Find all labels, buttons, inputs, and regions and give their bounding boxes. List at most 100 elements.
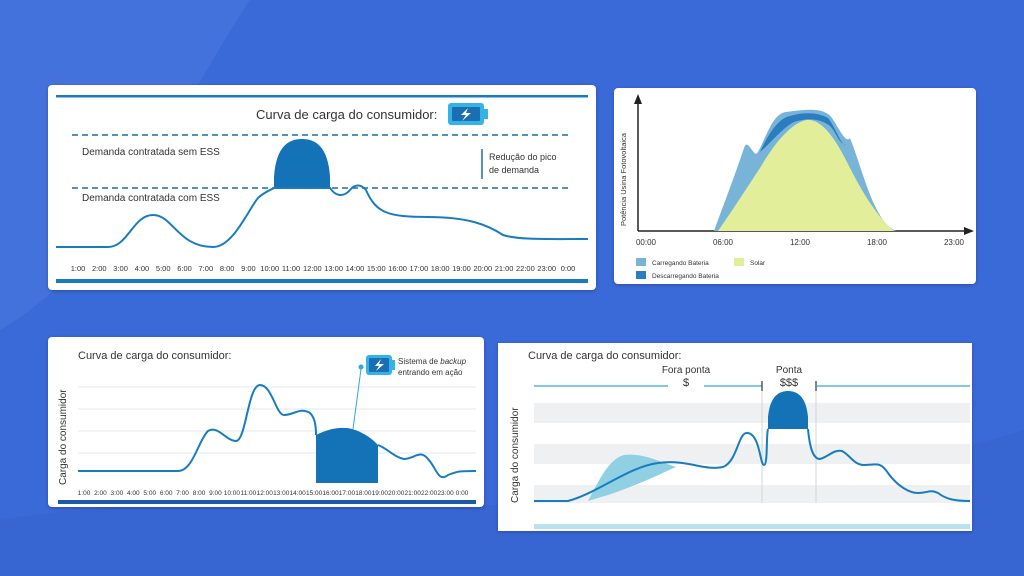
x-axis-ticks: 1:00 2:00 3:00 4:00 5:00 6:00 7:00 8:00 9:00 10:0… xyxy=(71,264,576,273)
x-tick-label: 4:00 xyxy=(127,490,140,497)
x-tick-label: 06:00 xyxy=(713,238,734,247)
peak-shaved-area xyxy=(274,139,330,188)
load-curve xyxy=(78,383,477,478)
x-tick-label: 19:00 xyxy=(372,490,389,497)
x-tick-label: 17:00 xyxy=(339,490,356,497)
reduction-label-line2: de demanda xyxy=(489,165,539,175)
backup-pointer-dot xyxy=(358,364,364,370)
x-tick-label: 17:00 xyxy=(409,264,428,273)
x-tick-label: 7:00 xyxy=(176,490,189,497)
legend-swatch-charging xyxy=(636,258,646,266)
x-tick-label: 18:00 xyxy=(431,264,450,273)
x-tick-label: 5:00 xyxy=(143,490,156,497)
reduction-label-line1: Redução do pico xyxy=(489,152,557,162)
x-tick-label: 18:00 xyxy=(867,238,888,247)
x-tick-label: 2:00 xyxy=(94,490,107,497)
load-curve xyxy=(534,428,971,502)
x-tick-label: 2:00 xyxy=(92,264,107,273)
peak-price: $$$ xyxy=(780,377,798,389)
backup-label-line1: Sistema de backup xyxy=(398,357,467,366)
x-tick-label: 23:00 xyxy=(537,264,556,273)
x-tick-label: 10:00 xyxy=(260,264,279,273)
x-tick-label: 11:00 xyxy=(282,264,300,273)
x-tick-label: 21:00 xyxy=(495,264,514,273)
x-tick-label: 5:00 xyxy=(156,264,171,273)
x-tick-label: 15:00 xyxy=(306,490,323,497)
x-tick-label: 14:00 xyxy=(346,264,365,273)
y-axis-label: Carga do consumidor xyxy=(58,389,69,485)
bottom-rule xyxy=(58,500,476,504)
x-tick-label: 00:00 xyxy=(636,238,657,247)
chart-svg-2: Potência Usina Fotovoltaica 00:00 06:00 12… xyxy=(619,94,974,280)
x-tick-label: 22:00 xyxy=(421,490,438,497)
x-tick-label: 8:00 xyxy=(220,264,235,273)
y-axis-label: Potência Usina Fotovoltaica xyxy=(619,132,628,226)
x-tick-label: 4:00 xyxy=(135,264,150,273)
chart-panel-peak-shaving: Curva de carga do consumidor: Demanda co… xyxy=(48,85,596,290)
x-tick-label: 16:00 xyxy=(388,264,407,273)
x-axis-ticks: 1:00 2:00 3:00 4:00 5:00 6:00 7:00 8:00 9:00 10:0… xyxy=(78,490,469,497)
chart-title: Curva de carga do consumidor: xyxy=(256,107,437,122)
x-tick-label: 7:00 xyxy=(199,264,214,273)
x-tick-label: 20:00 xyxy=(388,490,405,497)
peak-label: Ponta xyxy=(776,365,803,376)
bottom-rule xyxy=(56,279,588,283)
x-tick-label: 20:00 xyxy=(473,264,492,273)
backup-pointer-line xyxy=(352,368,362,430)
label-without-ess: Demanda contratada sem ESS xyxy=(82,147,220,158)
battery-bolt-icon xyxy=(366,355,395,375)
chart-svg-3: Curva de carga do consumidor: Carga do c… xyxy=(58,350,477,504)
chart-svg-4: Curva de carga do consumidor: Carga do c… xyxy=(510,350,971,529)
battery-bolt-icon xyxy=(448,103,488,125)
chart-panel-solar: Potência Usina Fotovoltaica 00:00 06:00 12… xyxy=(614,88,976,284)
x-tick-label: 13:00 xyxy=(324,264,343,273)
x-tick-label: 9:00 xyxy=(209,490,222,497)
legend-swatch-discharging xyxy=(636,271,646,279)
x-axis-arrow xyxy=(964,227,974,235)
top-rule xyxy=(56,95,588,98)
peak-load-area xyxy=(768,391,808,429)
x-tick-label: 14:00 xyxy=(290,490,307,497)
x-tick-label: 6:00 xyxy=(177,264,192,273)
chart-panel-backup: Curva de carga do consumidor: Carga do c… xyxy=(48,337,484,507)
x-tick-label: 6:00 xyxy=(160,490,173,497)
x-tick-label: 12:00 xyxy=(790,238,811,247)
x-tick-label: 12:00 xyxy=(257,490,274,497)
backup-supply-area xyxy=(316,427,378,483)
x-tick-label: 11:00 xyxy=(240,490,256,497)
legend-label-discharging: Descarregando Bateria xyxy=(652,273,719,280)
legend-swatch-solar xyxy=(734,258,744,266)
x-tick-label: 8:00 xyxy=(193,490,206,497)
discharging-battery-area xyxy=(760,113,846,152)
chart-title: Curva de carga do consumidor: xyxy=(78,350,231,362)
x-tick-label: 13:00 xyxy=(273,490,290,497)
chart-title: Curva de carga do consumidor: xyxy=(528,350,681,362)
x-tick-label: 22:00 xyxy=(516,264,535,273)
x-tick-label: 3:00 xyxy=(111,490,124,497)
x-tick-label: 23:00 xyxy=(437,490,454,497)
x-tick-label: 10:00 xyxy=(224,490,241,497)
x-tick-label: 23:00 xyxy=(944,238,965,247)
x-axis-ticks: 00:00 06:00 12:00 18:00 23:00 xyxy=(636,238,965,247)
x-tick-label: 21:00 xyxy=(405,490,422,497)
legend-label-charging: Carregando Bateria xyxy=(652,260,709,267)
x-tick-label: 19:00 xyxy=(452,264,471,273)
x-tick-label: 0:00 xyxy=(456,490,469,497)
x-tick-label: 9:00 xyxy=(241,264,256,273)
battery-charge-area xyxy=(588,454,676,501)
backup-label-line2: entrando em ação xyxy=(398,368,463,377)
bottom-rule xyxy=(534,524,970,529)
x-tick-label: 16:00 xyxy=(322,490,339,497)
y-axis-label: Carga do consumidor xyxy=(510,407,521,503)
y-axis-arrow xyxy=(634,94,642,104)
legend-label-solar: Solar xyxy=(750,260,766,267)
off-peak-label: Fora ponta xyxy=(662,365,711,376)
x-tick-label: 1:00 xyxy=(78,490,91,497)
x-tick-label: 15:00 xyxy=(367,264,386,273)
x-tick-label: 1:00 xyxy=(71,264,86,273)
solar-area xyxy=(718,119,894,231)
load-curve xyxy=(56,184,589,249)
x-tick-label: 18:00 xyxy=(355,490,372,497)
label-with-ess: Demanda contratada com ESS xyxy=(82,193,220,204)
x-tick-label: 3:00 xyxy=(113,264,128,273)
